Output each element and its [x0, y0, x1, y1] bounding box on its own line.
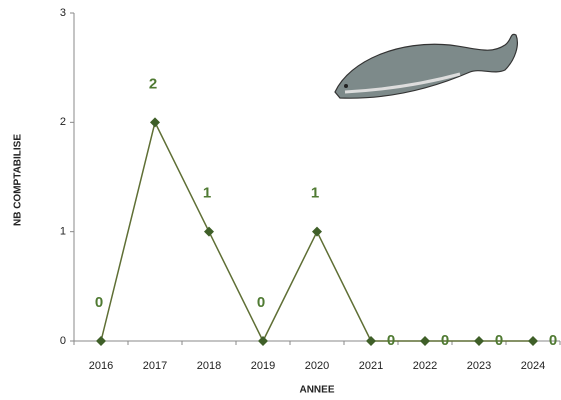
value-label: 0 [387, 332, 395, 349]
marker [474, 336, 484, 346]
value-label: 0 [549, 332, 557, 349]
y-tick-label: 2 [60, 116, 66, 128]
marker [312, 226, 322, 237]
marker [96, 336, 106, 346]
x-tick-label: 2016 [89, 360, 113, 372]
value-label: 0 [495, 332, 503, 349]
marker [204, 226, 214, 237]
fish-illustration [334, 33, 518, 99]
value-label: 0 [257, 294, 265, 311]
y-axis-label: NB COMPTABILISE [13, 134, 24, 226]
x-tick-label: 2017 [143, 360, 167, 372]
x-tick-label: 2023 [467, 360, 491, 372]
value-label: 2 [149, 75, 157, 92]
x-tick-label: 2020 [305, 360, 329, 372]
x-axis-label: ANNEE [299, 385, 334, 396]
marker [528, 336, 538, 346]
x-tick-label: 2019 [251, 360, 275, 372]
x-tick-label: 2024 [521, 360, 545, 372]
y-tick-label: 3 [60, 7, 66, 19]
marker [420, 336, 430, 346]
x-tick-label: 2021 [359, 360, 383, 372]
x-tick-label: 2022 [413, 360, 437, 372]
marker [150, 117, 160, 128]
value-label: 1 [311, 185, 319, 202]
value-label: 0 [441, 332, 449, 349]
x-tick-label: 2018 [197, 360, 221, 372]
y-tick-label: 0 [60, 335, 66, 347]
value-label: 1 [203, 185, 211, 202]
y-tick-label: 1 [60, 226, 66, 238]
marker [258, 336, 268, 346]
value-label: 0 [95, 294, 103, 311]
marker [366, 336, 376, 346]
